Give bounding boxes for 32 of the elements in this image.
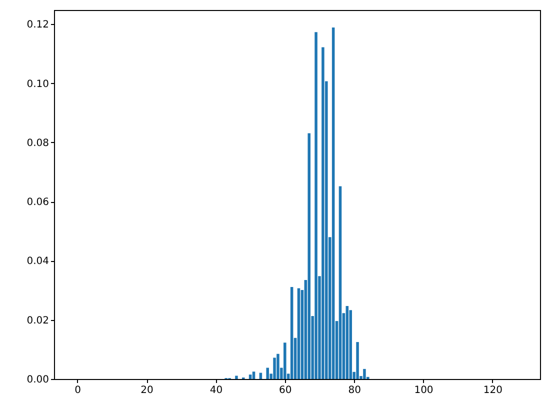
bar: [314, 32, 318, 379]
x-tick-label: 60: [279, 385, 292, 396]
x-tick-label: 120: [483, 385, 502, 396]
y-tick-label: 0.08: [26, 138, 49, 149]
bar: [349, 310, 352, 379]
bar: [235, 376, 238, 379]
bar: [322, 47, 324, 379]
y-tick-label: 0.06: [26, 197, 49, 208]
bar: [356, 342, 359, 379]
x-tick-label: 40: [210, 385, 223, 396]
bar: [266, 368, 269, 379]
x-tick-label: 80: [348, 385, 361, 396]
x-tick-label: 20: [140, 385, 154, 396]
bar: [290, 287, 294, 379]
bar: [338, 186, 342, 379]
bar: [248, 374, 252, 379]
y-tick-label: 0.02: [26, 315, 49, 326]
y-tick-label: 0.12: [26, 20, 49, 31]
bar: [273, 358, 276, 379]
bar: [346, 306, 349, 379]
x-tick-label: 100: [414, 385, 434, 396]
bar: [297, 288, 300, 379]
x-tick-label: 0: [74, 385, 82, 396]
y-tick-label: 0.00: [26, 374, 49, 386]
bar: [284, 342, 286, 379]
bar: [308, 133, 310, 379]
bar: [363, 368, 366, 379]
y-tick-label: 0.04: [26, 256, 49, 268]
bar: [332, 27, 335, 379]
bar: [252, 372, 256, 379]
y-tick-label: 0.10: [26, 78, 49, 90]
bar: [276, 354, 280, 379]
